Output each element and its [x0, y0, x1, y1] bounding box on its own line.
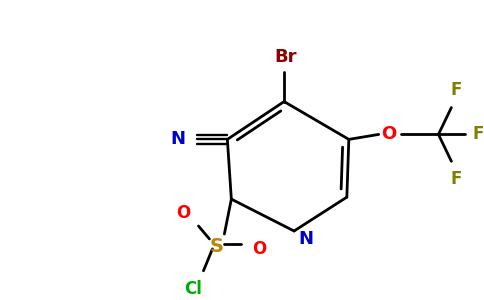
Text: O: O — [252, 240, 266, 258]
Text: F: F — [451, 81, 462, 99]
Text: N: N — [170, 130, 185, 148]
Text: Cl: Cl — [184, 280, 202, 298]
Text: F: F — [451, 170, 462, 188]
Text: N: N — [299, 230, 314, 248]
Text: S: S — [210, 237, 224, 256]
Text: Br: Br — [275, 48, 297, 66]
Text: O: O — [381, 125, 396, 143]
Text: F: F — [472, 125, 484, 143]
Text: O: O — [177, 204, 191, 222]
